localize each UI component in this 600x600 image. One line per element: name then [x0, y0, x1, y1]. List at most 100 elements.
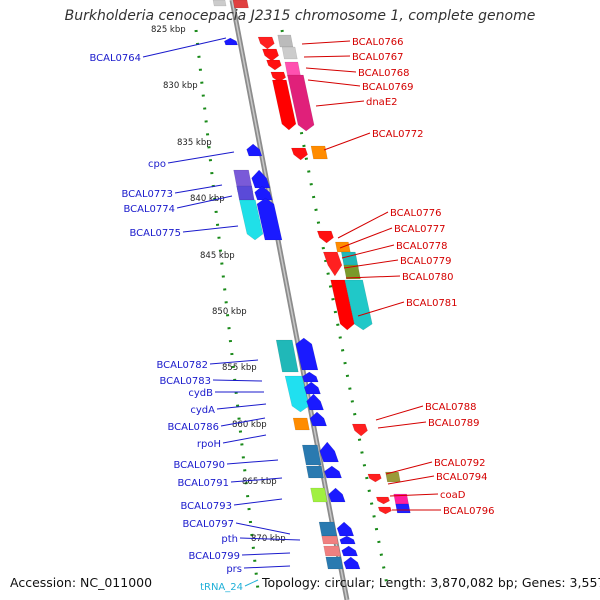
- left-gene-label: BCAL0764: [89, 53, 141, 64]
- left-label-connector: [216, 403, 267, 410]
- left-gene-label: prs: [226, 564, 242, 575]
- right-label-connector: [307, 79, 361, 87]
- left-label-connector: [244, 579, 259, 587]
- inner-tick-track: [194, 29, 260, 591]
- gene-block: [375, 496, 390, 505]
- gene-block: [325, 556, 344, 570]
- gene-block: [262, 48, 279, 62]
- right-label-connector: [375, 405, 424, 421]
- left-gene-label: cydA: [190, 405, 215, 416]
- gene-block: [257, 36, 275, 50]
- left-gene-label: BCAL0775: [129, 228, 181, 239]
- gene-block: [309, 411, 328, 427]
- gene-block: [328, 487, 346, 503]
- right-label-connector: [389, 493, 439, 497]
- left-gene-label: BCAL0797: [182, 519, 234, 530]
- chromosome-backbone-highlight: [231, 0, 348, 600]
- right-label-connector: [377, 421, 427, 429]
- right-gene-label: BCAL0776: [390, 208, 442, 219]
- left-gene-label: cydB: [188, 388, 213, 399]
- left-gene-label: tRNA_24: [200, 582, 243, 593]
- gene-block: [272, 79, 297, 131]
- right-gene-label: BCAL0768: [358, 68, 410, 79]
- genome-info-text: Topology: circular; Length: 3,870,082 bp…: [262, 575, 600, 590]
- left-label-connector: [239, 537, 301, 541]
- right-gene-label: BCAL0781: [406, 298, 458, 309]
- left-label-connector: [209, 359, 259, 365]
- kbp-tick-label: 835 kbp: [177, 138, 212, 148]
- gene-block: [306, 393, 324, 411]
- gene-block: [330, 279, 355, 331]
- gene-block: [295, 337, 319, 371]
- gene-block: [303, 381, 321, 395]
- gene-block: [377, 506, 392, 515]
- left-label-connector: [167, 151, 235, 164]
- right-label-connector: [323, 132, 371, 151]
- right-gene-label: BCAL0788: [425, 402, 477, 413]
- kbp-tick-label: 830 kbp: [163, 81, 198, 91]
- right-gene-label: BCAL0766: [352, 37, 404, 48]
- left-label-connector: [176, 195, 233, 209]
- gene-block: [339, 535, 356, 545]
- right-label-connector: [345, 275, 401, 279]
- gene-block: [343, 556, 361, 570]
- gene-block: [393, 493, 409, 505]
- kbp-tick-label: 855 kbp: [222, 363, 257, 373]
- left-gene-label: BCAL0786: [167, 422, 219, 433]
- kbp-tick-label: 850 kbp: [212, 307, 247, 317]
- left-label-connector: [174, 184, 223, 194]
- gene-block: [310, 145, 328, 160]
- accession-text: Accession: NC_011000: [10, 575, 153, 590]
- left-gene-label: rpoH: [197, 439, 221, 450]
- right-label-connector: [385, 461, 433, 475]
- left-label-connector: [212, 379, 263, 382]
- gene-block: [316, 230, 334, 244]
- gene-block: [266, 59, 282, 71]
- right-gene-label: BCAL0769: [362, 82, 414, 93]
- right-label-connector: [341, 244, 395, 259]
- gene-block: [341, 545, 358, 557]
- gene-block: [319, 441, 339, 463]
- left-gene-label: BCAL0793: [180, 501, 232, 512]
- right-label-connector: [303, 55, 351, 58]
- gene-block: [343, 264, 361, 280]
- gene-block: [323, 545, 341, 557]
- left-gene-label: pth: [221, 534, 238, 545]
- left-gene-label: BCAL0791: [177, 478, 229, 489]
- gene-block: [344, 279, 373, 331]
- gene-block: [246, 143, 263, 157]
- right-gene-label: BCAL0792: [434, 458, 486, 469]
- right-gene-label: BCAL0796: [443, 506, 495, 517]
- kbp-tick-label: 825 kbp: [151, 25, 186, 35]
- right-gene-label: BCAL0772: [372, 129, 424, 140]
- gene-block: [302, 371, 319, 383]
- left-gene-label: BCAL0799: [188, 551, 240, 562]
- left-label-connector: [182, 225, 239, 233]
- left-label-connector: [235, 522, 291, 535]
- gene-block: [310, 487, 328, 503]
- right-gene-label: coaD: [440, 490, 466, 501]
- left-label-connector: [142, 37, 227, 58]
- right-label-connector: [305, 67, 357, 73]
- gene-block: [284, 61, 301, 77]
- right-label-connector: [339, 227, 393, 249]
- kbp-tick-label: 860 kbp: [232, 420, 267, 430]
- gene-block: [223, 37, 238, 46]
- gene-block: [291, 147, 308, 161]
- left-label-connector: [233, 498, 283, 506]
- gene-block: [341, 251, 359, 269]
- right-label-connector: [337, 211, 389, 239]
- gene-block: [232, 0, 249, 9]
- left-gene-label: cpo: [148, 159, 166, 170]
- gene-block: [256, 197, 283, 241]
- left-label-connector: [241, 552, 291, 556]
- left-label-connector: [226, 459, 279, 465]
- right-label-connector: [315, 100, 365, 107]
- kbp-tick-label: 845 kbp: [200, 251, 235, 261]
- right-label-connector: [357, 301, 405, 317]
- gene-block: [306, 465, 324, 479]
- right-gene-label: BCAL0794: [436, 472, 488, 483]
- right-gene-label: BCAL0779: [400, 256, 452, 267]
- gene-block: [284, 375, 310, 413]
